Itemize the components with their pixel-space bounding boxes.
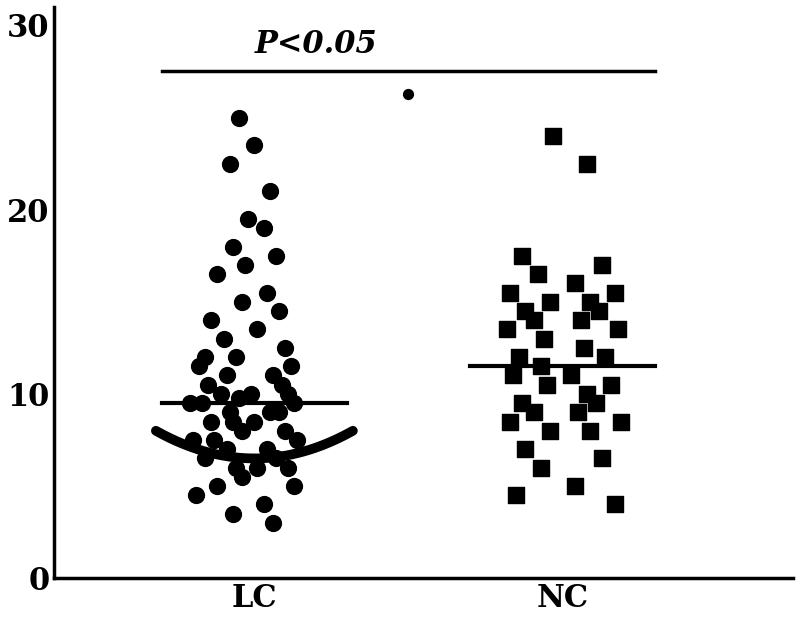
Point [583, 297, 596, 307]
Point [541, 379, 554, 389]
Point [211, 481, 224, 491]
Point [205, 315, 218, 325]
Point [230, 463, 242, 473]
Point [266, 371, 279, 381]
Point [238, 260, 251, 270]
Point [226, 417, 239, 427]
Point [263, 186, 276, 196]
Point [248, 417, 261, 427]
Point [288, 481, 301, 491]
Point [223, 158, 236, 168]
Point [223, 407, 236, 417]
Point [248, 140, 261, 150]
Point [245, 389, 258, 399]
Point [503, 417, 516, 427]
Point [251, 324, 264, 334]
Point [500, 324, 513, 334]
Point [510, 491, 522, 501]
Point [266, 518, 279, 528]
Point [593, 306, 606, 316]
Point [543, 426, 556, 436]
Point [282, 389, 294, 399]
Point [208, 435, 221, 445]
Point [226, 509, 239, 519]
Point [581, 158, 594, 168]
Point [236, 426, 249, 436]
Point [198, 453, 211, 463]
Point [543, 297, 556, 307]
Point [263, 407, 276, 417]
Point [578, 343, 590, 353]
Point [599, 352, 612, 362]
Point [565, 371, 578, 381]
Text: P<0.05: P<0.05 [254, 29, 378, 60]
Point [218, 333, 230, 343]
Point [278, 343, 291, 353]
Point [220, 371, 233, 381]
Point [270, 251, 282, 261]
Point [506, 371, 519, 381]
Point [233, 392, 246, 402]
Point [285, 361, 298, 371]
Point [198, 352, 211, 362]
Point [190, 491, 202, 501]
Point [519, 306, 532, 316]
Point [242, 214, 254, 224]
Point [596, 260, 609, 270]
Point [571, 407, 584, 417]
Point [260, 444, 273, 454]
Point [402, 89, 414, 99]
Point [574, 315, 587, 325]
Point [596, 453, 609, 463]
Point [282, 463, 294, 473]
Point [568, 481, 581, 491]
Point [519, 444, 532, 454]
Point [608, 499, 621, 509]
Point [236, 472, 249, 482]
Point [193, 361, 206, 371]
Point [528, 315, 541, 325]
Point [568, 278, 581, 288]
Point [258, 223, 270, 233]
Point [236, 297, 249, 307]
Point [583, 426, 596, 436]
Point [260, 288, 273, 297]
Point [605, 379, 618, 389]
Point [196, 398, 209, 408]
Point [205, 417, 218, 427]
Point [528, 407, 541, 417]
Point [230, 352, 242, 362]
Point [251, 463, 264, 473]
Point [202, 379, 214, 389]
Point [220, 444, 233, 454]
Point [258, 499, 270, 509]
Point [503, 288, 516, 297]
Point [531, 269, 544, 279]
Point [186, 435, 199, 445]
Point [608, 288, 621, 297]
Point [273, 306, 286, 316]
Point [614, 417, 627, 427]
Point [288, 398, 301, 408]
Point [538, 333, 550, 343]
Point [581, 389, 594, 399]
Point [546, 131, 559, 141]
Point [513, 352, 526, 362]
Point [183, 398, 196, 408]
Point [516, 251, 529, 261]
Point [211, 269, 224, 279]
Point [226, 242, 239, 252]
Point [534, 361, 547, 371]
Point [278, 426, 291, 436]
Point [276, 379, 289, 389]
Point [214, 389, 227, 399]
Point [291, 435, 304, 445]
Point [270, 453, 282, 463]
Point [534, 463, 547, 473]
Point [516, 398, 529, 408]
Point [611, 324, 624, 334]
Point [233, 112, 246, 122]
Point [273, 407, 286, 417]
Point [590, 398, 602, 408]
